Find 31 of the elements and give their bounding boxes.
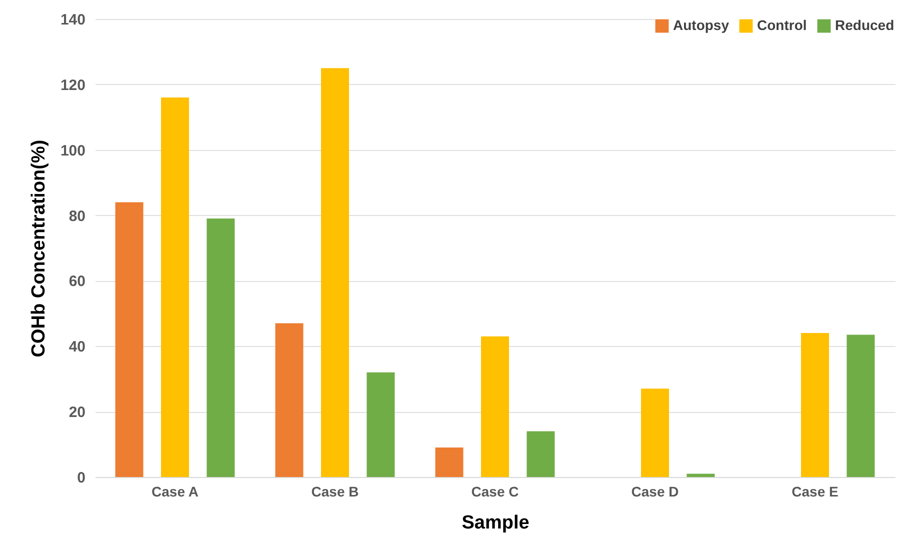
bar: [686, 474, 715, 477]
bar: [801, 333, 829, 477]
legend-label: Reduced: [835, 17, 894, 33]
y-axis-title: COHb Concentration(%): [28, 140, 50, 358]
y-tick-label: 140: [60, 12, 86, 28]
y-tick-label: 0: [77, 470, 86, 486]
bar: [275, 323, 304, 477]
y-tick-label: 100: [60, 142, 86, 160]
x-tick-label: Case D: [631, 484, 679, 500]
x-tick-label: Case B: [311, 484, 359, 500]
bar: [161, 98, 189, 477]
y-tick-label: 120: [60, 76, 86, 94]
bar: [526, 431, 555, 477]
y-tick-label: 20: [68, 404, 86, 422]
bar: [115, 202, 144, 477]
x-tick-label: Case A: [152, 484, 198, 500]
bar: [846, 334, 875, 477]
legend-label: Control: [757, 17, 807, 33]
bar: [206, 218, 235, 477]
y-tick-label: 80: [68, 208, 86, 225]
bar: [481, 336, 509, 477]
y-tick-label: 40: [68, 338, 86, 356]
legend-label: Autopsy: [673, 17, 730, 33]
x-tick-label: Case C: [471, 484, 519, 500]
x-tick-label: Case E: [792, 484, 838, 500]
bar: [321, 68, 349, 477]
bar: [641, 388, 669, 477]
bar: [435, 448, 464, 477]
y-tick-label: 60: [68, 273, 86, 290]
x-axis-title: Sample: [462, 512, 530, 534]
bar: [366, 372, 395, 477]
